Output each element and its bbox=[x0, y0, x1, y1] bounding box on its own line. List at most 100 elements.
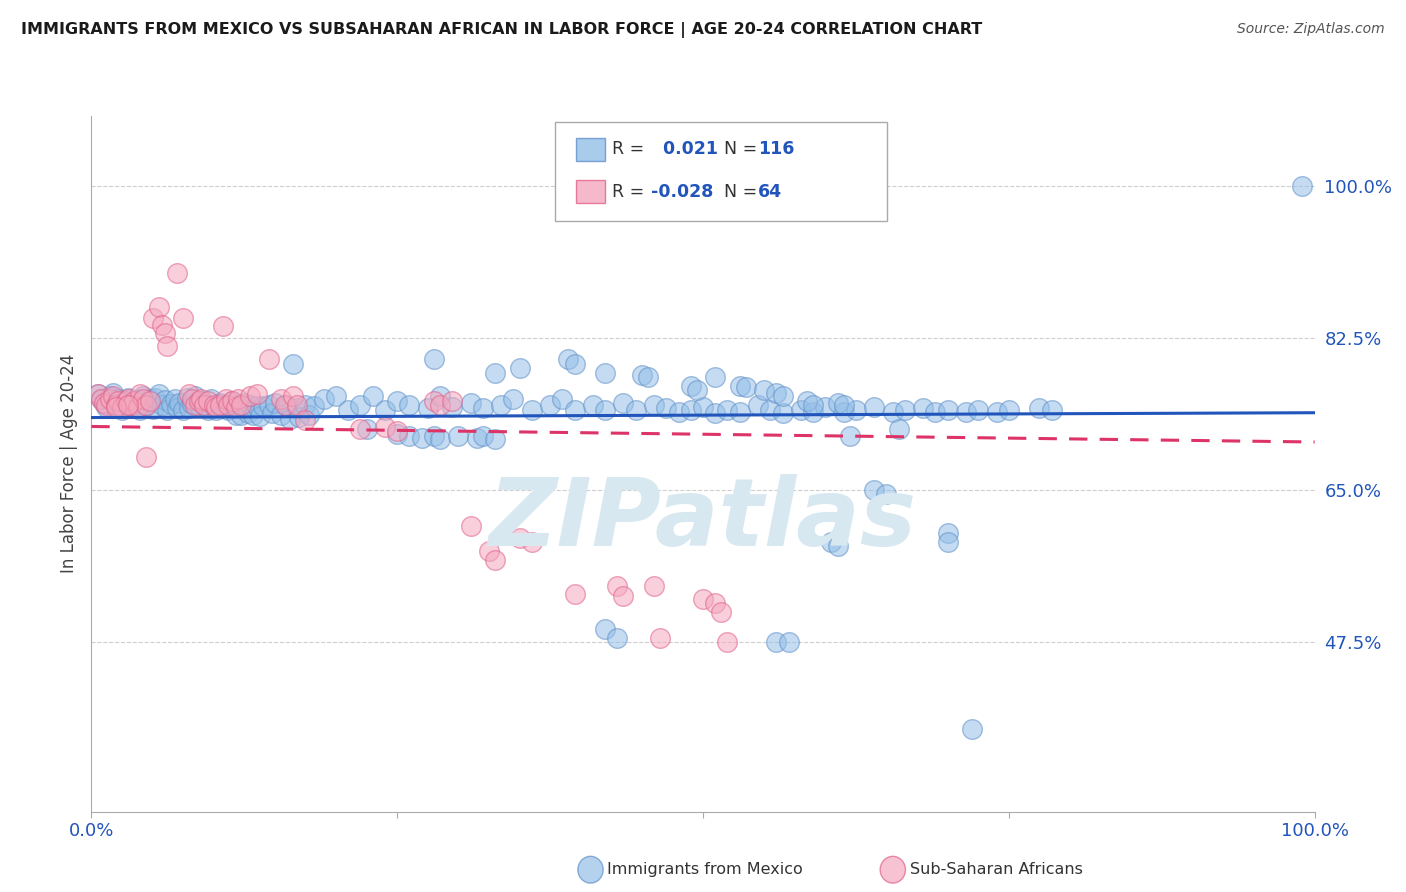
Point bbox=[135, 450, 157, 464]
Point bbox=[86, 387, 108, 401]
Point bbox=[814, 401, 837, 415]
Point bbox=[582, 398, 605, 412]
Point bbox=[283, 357, 305, 371]
Point bbox=[205, 403, 228, 417]
Point bbox=[1028, 401, 1050, 416]
Text: N =: N = bbox=[713, 140, 762, 158]
Point bbox=[936, 403, 959, 417]
Text: Source: ZipAtlas.com: Source: ZipAtlas.com bbox=[1237, 22, 1385, 37]
Point bbox=[172, 403, 194, 417]
Point bbox=[190, 392, 212, 406]
Point bbox=[150, 318, 173, 332]
Point bbox=[264, 396, 287, 410]
Point bbox=[169, 396, 191, 410]
Point bbox=[104, 401, 127, 415]
Point bbox=[484, 433, 506, 447]
Point bbox=[294, 413, 316, 427]
Point bbox=[734, 380, 756, 394]
Point bbox=[838, 429, 860, 443]
Point bbox=[298, 408, 321, 422]
Point bbox=[538, 398, 561, 412]
Point bbox=[202, 398, 225, 412]
Point bbox=[239, 389, 262, 403]
Point bbox=[509, 361, 531, 376]
Point bbox=[827, 396, 849, 410]
Point bbox=[270, 408, 292, 422]
Point bbox=[423, 429, 446, 443]
Point bbox=[716, 403, 738, 417]
Point bbox=[188, 394, 211, 409]
Point bbox=[692, 591, 714, 606]
Point bbox=[239, 398, 262, 412]
Point bbox=[349, 422, 371, 436]
Point bbox=[863, 483, 886, 497]
Point bbox=[936, 526, 959, 541]
Point bbox=[564, 357, 586, 371]
Point bbox=[441, 394, 464, 409]
Point bbox=[465, 431, 488, 445]
Point bbox=[650, 631, 672, 645]
Point bbox=[141, 310, 163, 325]
Point bbox=[704, 369, 727, 384]
Point bbox=[423, 394, 446, 409]
Point bbox=[156, 403, 179, 417]
Point bbox=[478, 544, 501, 558]
Point bbox=[276, 400, 298, 414]
Point bbox=[704, 406, 727, 420]
Point bbox=[765, 385, 787, 400]
Point bbox=[832, 398, 855, 412]
Point bbox=[132, 389, 155, 403]
Point bbox=[502, 392, 524, 406]
Point bbox=[882, 405, 904, 419]
Point bbox=[411, 431, 433, 445]
Point bbox=[205, 401, 228, 415]
Point bbox=[270, 392, 292, 406]
Point bbox=[520, 535, 543, 549]
Point bbox=[612, 589, 634, 603]
Point bbox=[759, 403, 782, 417]
Point bbox=[325, 389, 347, 403]
Point bbox=[111, 403, 134, 417]
Point bbox=[122, 397, 145, 411]
Text: R =: R = bbox=[612, 183, 650, 201]
Point bbox=[489, 398, 512, 412]
Point bbox=[245, 387, 267, 401]
Point bbox=[1040, 403, 1063, 417]
Point bbox=[249, 409, 271, 423]
Point bbox=[193, 398, 215, 412]
Point bbox=[129, 403, 152, 417]
Point bbox=[179, 387, 201, 401]
Point bbox=[612, 396, 634, 410]
Point bbox=[117, 391, 139, 405]
Point bbox=[225, 408, 247, 422]
Point bbox=[127, 401, 149, 415]
Point bbox=[692, 401, 714, 415]
Point bbox=[593, 403, 616, 417]
Point bbox=[132, 392, 155, 406]
Point bbox=[967, 403, 990, 417]
Point bbox=[460, 519, 482, 533]
Point bbox=[160, 397, 183, 411]
Point bbox=[107, 394, 129, 409]
Point bbox=[273, 398, 295, 412]
Point bbox=[139, 394, 162, 409]
Point bbox=[668, 405, 690, 419]
Point bbox=[229, 398, 252, 412]
Point bbox=[796, 394, 818, 409]
Point bbox=[827, 540, 849, 554]
Point bbox=[150, 398, 173, 412]
Point bbox=[423, 352, 446, 367]
Point bbox=[215, 398, 238, 412]
Point bbox=[217, 398, 239, 412]
Point bbox=[233, 396, 256, 410]
Y-axis label: In Labor Force | Age 20-24: In Labor Force | Age 20-24 bbox=[59, 354, 77, 574]
Point bbox=[93, 396, 115, 410]
Text: 0.021: 0.021 bbox=[651, 140, 718, 158]
Point bbox=[471, 429, 494, 443]
Point bbox=[998, 403, 1021, 417]
Point bbox=[163, 392, 186, 406]
Point bbox=[385, 424, 409, 438]
Point bbox=[120, 401, 142, 416]
Point bbox=[429, 389, 451, 403]
Point bbox=[520, 403, 543, 417]
